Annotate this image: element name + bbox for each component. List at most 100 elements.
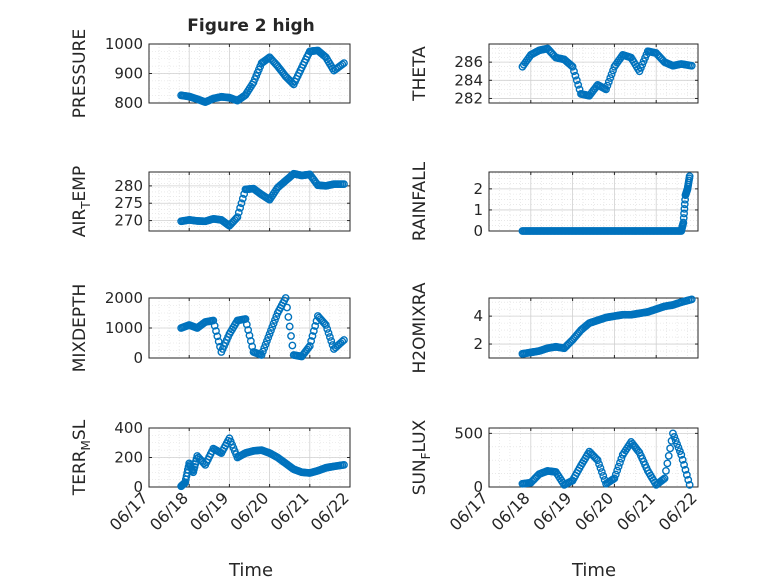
- data-point: [666, 444, 675, 453]
- data-point: [307, 337, 316, 345]
- y-tick-label: 500: [454, 424, 483, 442]
- data-point: [685, 480, 694, 489]
- data-point: [340, 460, 348, 469]
- data-point: [234, 208, 243, 217]
- data-point: [327, 337, 336, 345]
- y-axis-label: SUNFLUX: [410, 419, 433, 495]
- data-point: [660, 474, 669, 483]
- data-point: [268, 323, 277, 331]
- x-tick-label: 06/19: [529, 488, 575, 534]
- data-point: [574, 80, 583, 89]
- data-point: [212, 327, 220, 335]
- y-tick-label: 0: [473, 478, 483, 496]
- y-tick-label: 284: [454, 71, 483, 89]
- pressure-plot: 800 900 1000 PRESSURE: [70, 29, 351, 118]
- data-point: [568, 62, 577, 71]
- data-point: [213, 332, 222, 341]
- data-point: [338, 337, 347, 346]
- data-point: [614, 462, 623, 471]
- x-tick-label: 06/17: [446, 488, 492, 534]
- data-point: [323, 325, 332, 333]
- x-tick-label: 06/20: [226, 488, 272, 534]
- y-axis-label: PRESSURE: [70, 29, 90, 118]
- y-axis-label: RAINFALL: [410, 161, 430, 241]
- x-tick-label: 06/21: [613, 488, 659, 534]
- data-point: [210, 321, 219, 330]
- data-point: [670, 433, 679, 441]
- x-tick-label: 06/21: [267, 488, 313, 534]
- data-point: [680, 209, 688, 218]
- y-tick-label: 0: [133, 478, 143, 496]
- data-point: [304, 343, 313, 352]
- x-tick-label: 06/18: [488, 488, 534, 534]
- y-tick-label: 800: [114, 94, 143, 112]
- data-point: [570, 67, 578, 76]
- x-tick-label: 06/19: [186, 488, 232, 534]
- data-point: [238, 194, 247, 203]
- y-tick-label: 1000: [105, 35, 143, 53]
- data-point: [325, 333, 334, 341]
- data-point: [258, 347, 267, 356]
- axes-box: [488, 427, 699, 488]
- y-tick-label: 900: [114, 65, 143, 83]
- mixdepth-plot: 0 1000 2000 MIXDEPTH: [70, 284, 351, 373]
- data-point: [285, 322, 294, 331]
- data-point: [604, 77, 613, 86]
- figure-title: Figure 2 high: [187, 16, 315, 36]
- y-tick-label: 282: [454, 89, 483, 107]
- data-point: [611, 470, 620, 479]
- x-tick-label: 06/22: [655, 488, 701, 534]
- data-point: [260, 344, 269, 352]
- data-point: [596, 464, 605, 472]
- x-tick-label: 06/22: [307, 488, 353, 534]
- data-point: [287, 332, 295, 340]
- data-point: [305, 342, 314, 350]
- data-point: [677, 450, 686, 459]
- data-point: [265, 330, 274, 338]
- data-point: [664, 451, 673, 460]
- data-point: [571, 71, 580, 80]
- data-point: [572, 76, 581, 85]
- x-axis-label-left: Time: [228, 560, 273, 581]
- y-axis-label: AIRTEMP: [70, 166, 93, 237]
- data-point: [309, 327, 318, 335]
- data-point: [681, 465, 690, 474]
- data-point: [284, 313, 293, 321]
- y-tick-label: 1: [473, 201, 483, 219]
- data-point: [662, 467, 670, 475]
- data-point: [593, 456, 602, 465]
- data-point: [597, 468, 606, 476]
- y-tick-label: 280: [114, 177, 143, 195]
- data-point: [675, 447, 684, 456]
- data-point: [603, 81, 612, 90]
- x-tick-label: 06/17: [106, 488, 152, 534]
- data-point: [687, 295, 696, 304]
- data-point: [288, 341, 297, 350]
- x-axis-label-right: Time: [571, 560, 616, 581]
- h2omixra-plot: 2 4 H2OMIXRA: [410, 282, 699, 374]
- y-axis-label: TERRMSL: [70, 419, 93, 496]
- data-point: [671, 436, 680, 445]
- data-point: [321, 321, 330, 329]
- y-tick-label: 400: [114, 419, 143, 437]
- rainfall-plot: 0 1 2 RAINFALL: [410, 161, 699, 241]
- y-axis-label: THETA: [410, 46, 430, 102]
- data-point: [232, 214, 241, 223]
- data-point: [233, 213, 242, 222]
- axes-box: [148, 171, 351, 232]
- y-axis-label: MIXDEPTH: [70, 284, 90, 373]
- data-point: [340, 336, 348, 344]
- data-point: [311, 322, 320, 330]
- data-point: [679, 214, 688, 222]
- data-point: [687, 61, 696, 70]
- data-point: [680, 200, 689, 209]
- data-point: [283, 303, 291, 312]
- data-point: [236, 203, 245, 212]
- data-point: [340, 59, 348, 68]
- data-point: [237, 199, 246, 208]
- data-point: [617, 454, 626, 463]
- data-point: [257, 351, 266, 359]
- x-tick-label: 06/20: [571, 488, 617, 534]
